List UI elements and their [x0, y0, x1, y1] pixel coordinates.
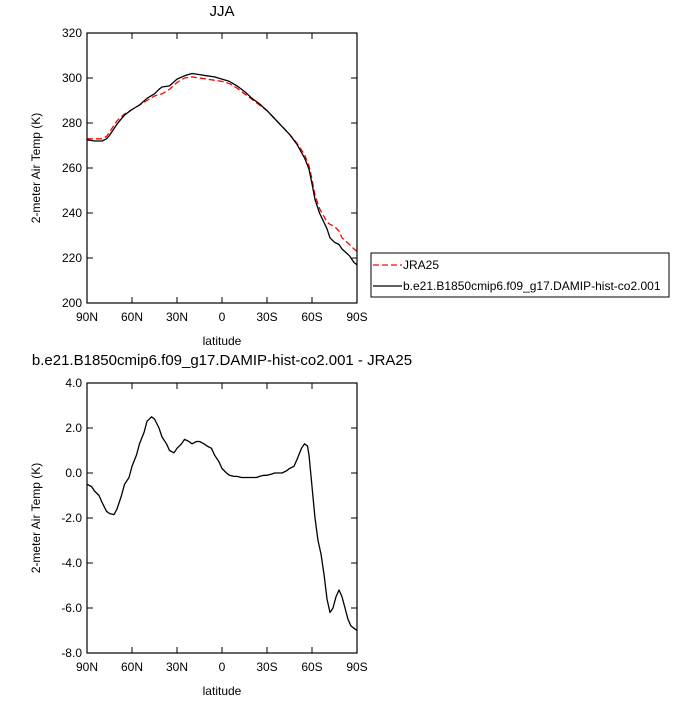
series-line-1: [86, 72, 358, 266]
x-tick-label: 0: [219, 660, 226, 674]
y-tick-label: 220: [62, 251, 82, 265]
y-tick-label: 280: [62, 116, 82, 130]
top-chart-plot-frame: [86, 32, 358, 304]
top-chart-legend: JRA25 b.e21.B1850cmip6.f09_g17.DAMIP-his…: [370, 252, 670, 298]
bottom-chart-series-lines: [86, 416, 358, 632]
x-tick-label: 30N: [166, 310, 188, 324]
top-chart-y-axis-label: 2-meter Air Temp (K): [29, 113, 43, 223]
y-tick-label: -6.0: [61, 601, 82, 615]
bottom-chart-plot-frame: [86, 382, 358, 654]
bottom-chart-ticks: 90N 60N 30N 0 30S 60S 90S -8.0 -6.0 -4.0 -2.0 0.0 2.…: [61, 376, 367, 674]
x-tick-label: 60S: [301, 660, 322, 674]
bottom-chart-x-axis-label: latitude: [203, 684, 242, 698]
y-tick-label: 2.0: [65, 421, 82, 435]
bottom-chart-y-axis-label: 2-meter Air Temp (K): [29, 463, 43, 573]
x-tick-label: 90S: [346, 310, 367, 324]
x-tick-label: 90N: [76, 310, 98, 324]
x-tick-label: 30S: [256, 310, 277, 324]
x-tick-label: 60S: [301, 310, 322, 324]
y-tick-label: -2.0: [61, 511, 82, 525]
y-tick-label: 200: [62, 296, 82, 310]
top-chart-x-axis-label: latitude: [203, 334, 242, 348]
top-chart-ticks: 90N 60N 30N 0 30S 60S 90S 200 220 240 260 280 300 320: [62, 26, 368, 324]
legend-label-jra25: JRA25: [403, 258, 439, 272]
top-chart-title: JJA: [209, 3, 234, 20]
y-tick-label: 4.0: [65, 376, 82, 390]
x-tick-label: 0: [219, 310, 226, 324]
legend-label-model: b.e21.B1850cmip6.f09_g17.DAMIP-hist-co2.…: [403, 279, 661, 293]
y-tick-label: -8.0: [61, 646, 82, 660]
x-tick-label: 90N: [76, 660, 98, 674]
top-chart: JJA 2-meter Air Temp (K) latitude 90N 60N…: [29, 3, 670, 348]
y-tick-label: 320: [62, 26, 82, 40]
legend-box: [370, 252, 670, 298]
y-tick-label: 240: [62, 206, 82, 220]
x-tick-label: 30N: [166, 660, 188, 674]
y-tick-label: 0.0: [65, 466, 82, 480]
x-tick-label: 90S: [346, 660, 367, 674]
y-tick-label: 300: [62, 71, 82, 85]
y-tick-label: 260: [62, 161, 82, 175]
x-tick-label: 60N: [121, 660, 143, 674]
series-line-0: [87, 76, 358, 252]
bottom-chart-title: b.e21.B1850cmip6.f09_g17.DAMIP-hist-co2.…: [32, 352, 412, 369]
bottom-chart: b.e21.B1850cmip6.f09_g17.DAMIP-hist-co2.…: [29, 352, 412, 698]
x-tick-label: 30S: [256, 660, 277, 674]
top-chart-series-lines: [86, 72, 358, 266]
y-tick-label: -4.0: [61, 556, 82, 570]
x-tick-label: 60N: [121, 310, 143, 324]
series-line-0: [86, 416, 358, 632]
